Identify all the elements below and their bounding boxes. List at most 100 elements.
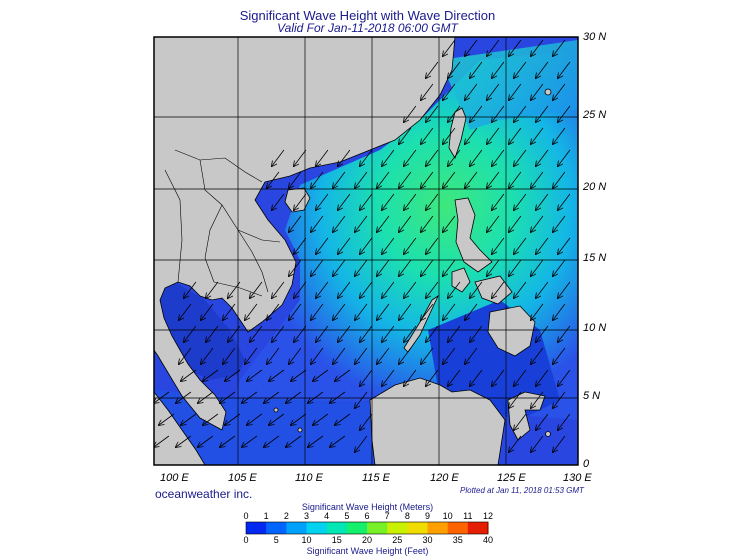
wave-arrow (443, 171, 456, 188)
wave-arrow (558, 61, 571, 78)
wave-arrow (514, 105, 527, 122)
wave-arrow (426, 61, 439, 78)
wave-arrow (531, 83, 544, 100)
wave-arrow (421, 259, 434, 276)
wave-arrow (465, 347, 478, 364)
wave-arrow (509, 39, 522, 56)
wave-arrow (330, 435, 346, 447)
wave-arrow (553, 83, 566, 100)
wave-arrow (333, 171, 346, 188)
wave-arrow (338, 193, 351, 210)
colorbar-meter-tick: 3 (303, 511, 310, 521)
colorbar-segment (346, 522, 368, 534)
wave-arrow (426, 369, 439, 386)
wave-arrow (399, 303, 412, 320)
wave-arrow (311, 347, 324, 364)
wave-arrow (536, 237, 549, 254)
wave-arrow (404, 369, 417, 386)
wave-arrow (514, 281, 527, 298)
wave-arrow (536, 105, 549, 122)
wave-arrow (404, 281, 417, 298)
wave-arrow (553, 39, 566, 56)
lat-label-10n: 10 N (583, 322, 607, 334)
wave-arrow (509, 391, 522, 408)
wave-arrow (377, 303, 390, 320)
wave-arrow (294, 237, 307, 254)
lon-label-120e: 120 E (430, 472, 459, 484)
colorbar-segment (407, 522, 428, 534)
colorbar (245, 521, 489, 535)
wave-arrow (558, 281, 571, 298)
wave-arrow (492, 61, 505, 78)
wave-arrow (228, 325, 241, 342)
colorbar-meters-title: Significant Wave Height (Meters) (301, 502, 434, 512)
wave-arrow (360, 149, 373, 166)
map-subtitle: Valid For Jan-11-2018 06:00 GMT (277, 21, 458, 35)
colorbar-segment (467, 522, 489, 534)
wave-arrow (553, 259, 566, 276)
wave-arrow (558, 369, 571, 386)
wave-arrow (355, 171, 368, 188)
wave-arrow (225, 369, 241, 381)
wave-arrow (558, 193, 571, 210)
colorbar-feet-tick: 35 (452, 535, 463, 545)
wave-arrow (247, 369, 263, 381)
wave-arrow (272, 281, 285, 298)
wave-arrow (470, 149, 483, 166)
lon-label-110e: 110 E (295, 472, 323, 484)
wave-arrow (399, 347, 412, 364)
wave-arrow (294, 281, 307, 298)
wave-arrow (201, 347, 214, 364)
wave-arrow (181, 413, 197, 425)
wave-arrow (377, 171, 390, 188)
wave-arrow (267, 303, 280, 320)
wave-arrow (399, 171, 412, 188)
colorbar-feet-tick: 0 (243, 535, 249, 545)
wave-arrow (245, 347, 258, 364)
wave-arrow (338, 149, 351, 166)
wave-arrow (267, 347, 280, 364)
wave-arrow (179, 347, 192, 364)
wave-arrow (382, 325, 395, 342)
wave-arrow (465, 171, 478, 188)
wave-arrow (426, 281, 439, 298)
wave-arrow (154, 391, 170, 403)
wave-arrow (289, 259, 302, 276)
lon-label-125e: 125 E (497, 472, 526, 484)
wave-arrow (291, 413, 307, 425)
wave-arrow (448, 369, 461, 386)
wave-arrow (333, 215, 346, 232)
wave-arrow (514, 193, 527, 210)
wave-arrow (382, 237, 395, 254)
colorbar-meter-tick: 1 (263, 511, 269, 521)
wave-arrow (154, 435, 170, 447)
wave-arrow (404, 149, 417, 166)
wave-arrow (536, 369, 549, 386)
wave-arrow (531, 171, 544, 188)
wave-arrow (206, 325, 219, 342)
wave-arrow (399, 215, 412, 232)
wave-arrow (333, 347, 346, 364)
wave-arrow (242, 391, 258, 403)
colorbar-segment (367, 522, 388, 534)
wave-arrow (206, 281, 219, 298)
wave-arrow (355, 347, 368, 364)
colorbar-feet-tick: 15 (331, 535, 342, 545)
wave-arrow (514, 149, 527, 166)
wave-arrow (377, 259, 390, 276)
wave-arrow (223, 303, 236, 320)
landmass (154, 37, 552, 465)
wave-arrow (267, 171, 280, 188)
wave-arrow (443, 39, 456, 56)
wave-arrow (426, 105, 439, 122)
wave-arrow (531, 215, 544, 232)
wave-arrow (289, 347, 302, 364)
wave-arrow (286, 391, 302, 403)
wave-arrow (382, 369, 395, 386)
wave-arrow (289, 215, 302, 232)
wave-arrow (470, 325, 483, 342)
lat-label-30n: 30 N (583, 31, 607, 43)
wave-arrow (531, 391, 544, 408)
wave-arrow (250, 281, 263, 298)
wave-arrow (404, 193, 417, 210)
